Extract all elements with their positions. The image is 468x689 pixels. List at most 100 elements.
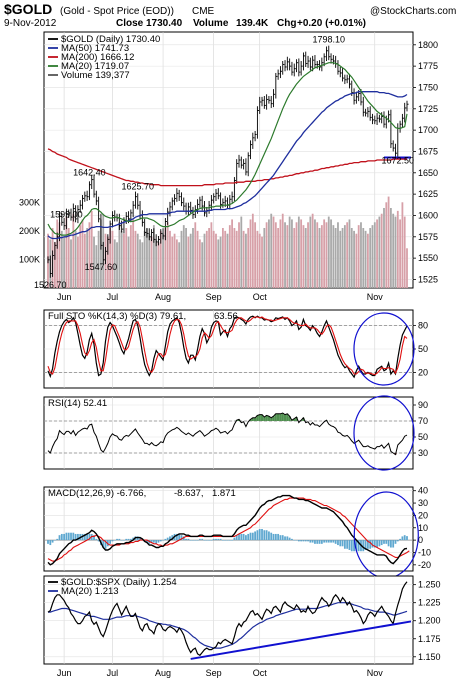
volume-bar xyxy=(106,236,109,288)
y-tick-label: 1.200 xyxy=(418,616,441,626)
macd-histogram-bar xyxy=(403,535,406,541)
volume-bar xyxy=(325,222,328,288)
rsi-panel-frame xyxy=(43,396,414,470)
macd-histogram-bar xyxy=(258,529,261,541)
macd-histogram-bar xyxy=(343,540,346,549)
volume-bar xyxy=(109,228,112,288)
macd-histogram-bar xyxy=(127,538,130,541)
volume-bar xyxy=(270,213,273,288)
macd-histogram-bar xyxy=(279,535,282,541)
volume-bar xyxy=(58,222,61,288)
volume-bar xyxy=(353,230,355,288)
volume-bar xyxy=(221,228,224,288)
ratio-trendline xyxy=(190,620,412,660)
volume-bar xyxy=(293,228,296,288)
y-tick-label: 30 xyxy=(418,498,428,508)
volume-bar xyxy=(256,230,259,288)
volume-bar xyxy=(373,222,376,288)
macd-histogram-bar xyxy=(261,529,263,541)
volume-bar xyxy=(346,222,349,288)
macd-histogram-bar xyxy=(203,540,206,541)
macd-histogram-bar xyxy=(376,540,378,548)
volume-bar xyxy=(399,219,401,288)
volume-bar xyxy=(113,239,116,288)
volume-bar xyxy=(309,216,312,288)
volume-bar xyxy=(279,219,282,288)
volume-bar xyxy=(134,230,137,288)
volume-bar xyxy=(111,230,114,288)
stochastics-panel: 20 50 80 Full STO %K(14,3) %D(3) 79.61, 63.5… xyxy=(43,309,428,389)
macd-histogram-bar xyxy=(307,540,309,542)
volume-bar xyxy=(93,236,95,288)
y-tick-label: 1525 xyxy=(418,274,438,284)
volume-bar xyxy=(327,216,330,288)
y-tick-label: 30 xyxy=(418,448,428,458)
volume-bar xyxy=(159,230,162,288)
macd-histogram-bar xyxy=(93,535,95,541)
volume-bar xyxy=(182,225,185,288)
macd-histogram-bar xyxy=(116,538,118,541)
macd-histogram-bar xyxy=(86,533,89,541)
volume-bar xyxy=(297,216,300,288)
chart-exchange: CME xyxy=(192,6,215,17)
macd-histogram-bar xyxy=(226,540,229,541)
macd-histogram-bar xyxy=(371,540,374,548)
y-tick-label: 50 xyxy=(418,432,428,442)
macd-histogram-bar xyxy=(286,536,289,541)
price-annotation: 1625.70 xyxy=(121,182,154,192)
volume-bar xyxy=(118,222,121,288)
volume-bar xyxy=(125,228,128,288)
legend-label: MA(200) 1666.12 xyxy=(61,52,134,63)
macd-histogram-bar xyxy=(118,538,121,541)
volume-bar xyxy=(180,230,183,288)
macd-histogram-bar xyxy=(330,540,332,543)
price-annotation: 1547.60 xyxy=(85,262,118,272)
month-label: Jul xyxy=(107,292,119,302)
volume-bar xyxy=(396,210,399,288)
close-label: Close xyxy=(116,18,144,29)
volume-bar xyxy=(348,219,351,288)
volume-bar xyxy=(288,216,291,288)
stockcharts-watermark: @StockCharts.com xyxy=(370,6,456,17)
rsi-line xyxy=(47,412,408,456)
macd-histogram-bar xyxy=(166,537,169,541)
macd-histogram-bar xyxy=(74,533,77,541)
volume-bar xyxy=(380,213,383,288)
volume-bar xyxy=(219,236,222,288)
macd-histogram-bar xyxy=(233,537,236,541)
volume-bar xyxy=(357,225,360,288)
macd-histogram-bar xyxy=(325,540,328,543)
volume-tick-label: 300K xyxy=(19,197,40,207)
macd-histogram-bar xyxy=(288,537,291,541)
macd-histogram-bar xyxy=(67,532,70,541)
volume-bar xyxy=(152,225,155,288)
macd-histogram-bar xyxy=(109,540,112,544)
y-tick-label: 1750 xyxy=(418,82,438,92)
legend-label: MA(20) 1.213 xyxy=(61,586,119,597)
macd-histogram-bar xyxy=(284,536,286,541)
volume-bar xyxy=(81,219,84,288)
volume-bar xyxy=(65,216,68,288)
macd-histogram-bar xyxy=(189,540,192,541)
macd-histogram-bar xyxy=(63,533,66,541)
volume-bar xyxy=(323,219,326,288)
macd-histogram-bar xyxy=(111,540,114,542)
macd-line xyxy=(47,494,408,566)
macd-histogram-bar xyxy=(399,538,401,541)
macd-histogram-bar xyxy=(208,540,210,541)
macd-histogram-bar xyxy=(129,538,132,541)
macd-histogram-bar xyxy=(169,536,171,541)
volume-bar xyxy=(406,248,408,288)
macd-histogram-bar xyxy=(60,533,63,541)
volume-bar xyxy=(403,216,406,288)
macd-histogram-bar xyxy=(152,540,155,543)
macd-histogram-bar xyxy=(196,540,199,541)
volume-bar xyxy=(162,233,164,288)
y-tick-label: 1.250 xyxy=(418,580,441,590)
volume-bar xyxy=(155,239,158,288)
volume-bar xyxy=(371,225,374,288)
y-tick-label: 20 xyxy=(418,510,428,520)
macd-histogram-bar xyxy=(373,540,376,548)
macd-histogram-bar xyxy=(297,540,300,542)
